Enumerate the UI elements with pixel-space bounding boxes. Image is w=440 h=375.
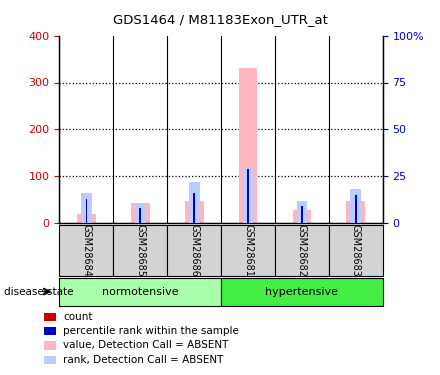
Bar (85, 199, 87, 223)
Bar (193, 222, 196, 223)
Bar (59, 225, 114, 276)
Bar (189, 182, 200, 223)
Bar (247, 169, 249, 223)
Bar (114, 225, 167, 276)
Bar (329, 225, 383, 276)
Text: count: count (63, 312, 92, 322)
Bar (301, 222, 304, 223)
Bar (246, 222, 249, 223)
Bar (185, 201, 204, 223)
Bar (297, 201, 307, 223)
Text: GSM28684: GSM28684 (81, 224, 92, 277)
Bar (221, 278, 383, 306)
Bar (351, 189, 361, 223)
Bar (275, 225, 329, 276)
Text: hypertensive: hypertensive (265, 286, 338, 297)
Bar (354, 222, 357, 223)
Bar (355, 195, 357, 223)
Bar (139, 208, 141, 223)
Bar (221, 225, 275, 276)
Text: GSM28683: GSM28683 (351, 224, 361, 277)
Text: GSM28686: GSM28686 (189, 224, 199, 277)
Text: rank, Detection Call = ABSENT: rank, Detection Call = ABSENT (63, 355, 223, 364)
Text: GDS1464 / M81183Exon_UTR_at: GDS1464 / M81183Exon_UTR_at (113, 13, 327, 26)
Bar (293, 210, 312, 223)
Bar (59, 278, 221, 306)
Bar (193, 193, 195, 223)
Bar (85, 222, 88, 223)
Bar (139, 221, 142, 223)
Bar (346, 201, 365, 223)
Bar (301, 206, 303, 223)
Bar (135, 204, 146, 223)
Text: GSM28685: GSM28685 (135, 224, 145, 277)
Bar (77, 214, 96, 223)
Text: GSM28682: GSM28682 (297, 224, 307, 277)
Bar (131, 203, 150, 223)
Bar (81, 193, 92, 223)
Bar (238, 68, 257, 223)
Text: disease state: disease state (4, 286, 74, 297)
Text: normotensive: normotensive (102, 286, 179, 297)
Text: GSM28681: GSM28681 (243, 224, 253, 277)
Text: percentile rank within the sample: percentile rank within the sample (63, 326, 239, 336)
Bar (167, 225, 221, 276)
Bar (243, 167, 253, 223)
Text: value, Detection Call = ABSENT: value, Detection Call = ABSENT (63, 340, 228, 350)
